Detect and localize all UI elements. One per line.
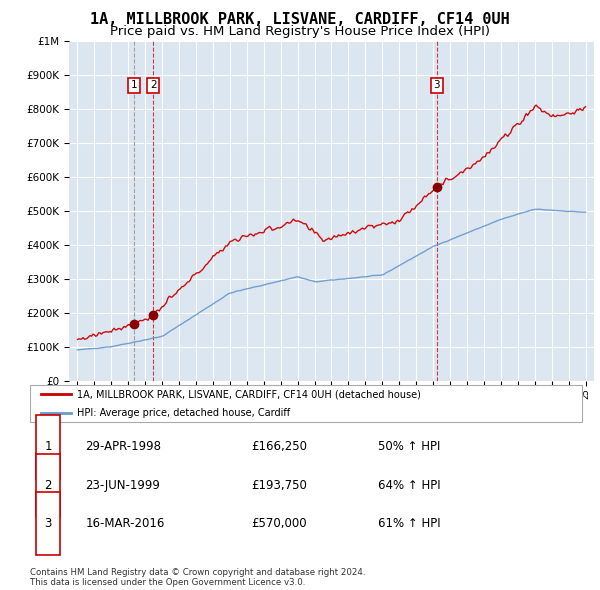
Text: £166,250: £166,250	[251, 440, 307, 454]
Text: 2: 2	[150, 80, 157, 90]
Text: 3: 3	[44, 517, 52, 530]
Text: HPI: Average price, detached house, Cardiff: HPI: Average price, detached house, Card…	[77, 408, 290, 418]
Text: 1A, MILLBROOK PARK, LISVANE, CARDIFF, CF14 0UH: 1A, MILLBROOK PARK, LISVANE, CARDIFF, CF…	[90, 12, 510, 27]
FancyBboxPatch shape	[35, 415, 61, 478]
Text: 1A, MILLBROOK PARK, LISVANE, CARDIFF, CF14 0UH (detached house): 1A, MILLBROOK PARK, LISVANE, CARDIFF, CF…	[77, 389, 421, 399]
Text: 16-MAR-2016: 16-MAR-2016	[85, 517, 164, 530]
Text: Contains HM Land Registry data © Crown copyright and database right 2024.
This d: Contains HM Land Registry data © Crown c…	[30, 568, 365, 587]
Text: 64% ↑ HPI: 64% ↑ HPI	[378, 478, 440, 492]
Text: £193,750: £193,750	[251, 478, 307, 492]
FancyBboxPatch shape	[35, 492, 61, 555]
Text: 2: 2	[44, 478, 52, 492]
Text: 1: 1	[44, 440, 52, 454]
Text: 61% ↑ HPI: 61% ↑ HPI	[378, 517, 440, 530]
Text: £570,000: £570,000	[251, 517, 307, 530]
FancyBboxPatch shape	[35, 454, 61, 517]
Text: 23-JUN-1999: 23-JUN-1999	[85, 478, 160, 492]
FancyBboxPatch shape	[30, 385, 582, 422]
Text: 50% ↑ HPI: 50% ↑ HPI	[378, 440, 440, 454]
Text: 29-APR-1998: 29-APR-1998	[85, 440, 161, 454]
Text: Price paid vs. HM Land Registry's House Price Index (HPI): Price paid vs. HM Land Registry's House …	[110, 25, 490, 38]
Text: 3: 3	[433, 80, 440, 90]
Text: 1: 1	[131, 80, 137, 90]
